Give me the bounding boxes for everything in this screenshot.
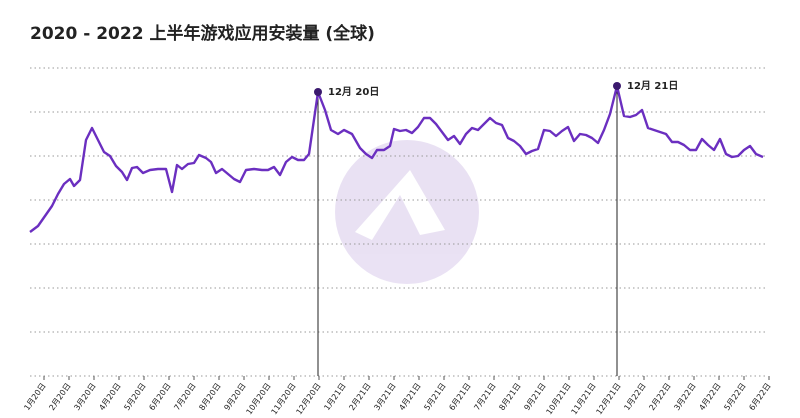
x-tick-label: 5月21日 (422, 381, 447, 412)
x-tick-label: 7月21日 (472, 381, 497, 412)
x-tick-label: 9月20日 (222, 381, 247, 412)
x-tick-label: 4月20日 (97, 381, 122, 412)
x-tick-label: 4月22日 (697, 381, 722, 412)
x-tick-label: 5月20日 (122, 381, 147, 412)
x-tick-label: 1月22日 (622, 381, 647, 412)
x-tick-label: 12月20日 (294, 381, 322, 416)
x-tick-label: 1月20日 (22, 381, 47, 412)
x-tick-label: 8月20日 (197, 381, 222, 412)
x-tick-label: 6月20日 (147, 381, 172, 412)
x-tick-label: 3月21日 (372, 381, 397, 412)
x-tick-label: 2月21日 (347, 381, 372, 412)
x-tick-label: 9月21日 (522, 381, 547, 412)
x-tick-label: 3月20日 (72, 381, 97, 412)
watermark (335, 140, 479, 284)
x-tick-label: 2月22日 (647, 381, 672, 412)
x-tick-label: 7月20日 (172, 381, 197, 412)
annotation-marker (613, 82, 621, 90)
annotation-label: 12月 20日 (328, 86, 379, 98)
x-tick-label: 12月21日 (594, 381, 622, 416)
x-tick-label: 1月21日 (322, 381, 347, 412)
chart-title: 2020 - 2022 上半年游戏应用安装量 (全球) (30, 23, 375, 44)
x-tick-label: 8月21日 (497, 381, 522, 412)
annotation-label: 12月 21日 (627, 80, 678, 92)
x-tick-label: 6月22日 (747, 381, 772, 412)
data-line (29, 84, 764, 233)
annotation-marker (314, 88, 322, 96)
x-tick-label: 4月21日 (397, 381, 422, 412)
x-tick-label: 5月22日 (722, 381, 747, 412)
x-tick-label: 2月20日 (47, 381, 72, 412)
x-tick-label: 3月22日 (672, 381, 697, 412)
x-tick-label: 6月21日 (447, 381, 472, 412)
